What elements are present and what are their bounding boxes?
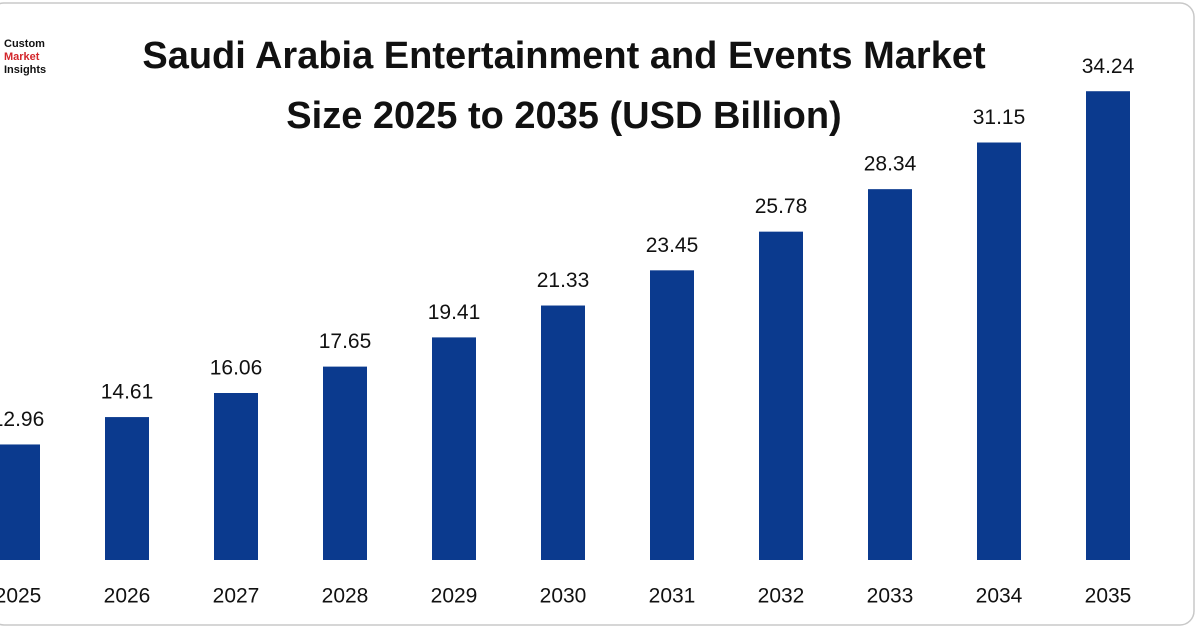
logo-text: Insights: [4, 64, 46, 76]
x-tick-label: 2031: [649, 585, 696, 608]
data-label: 19.41: [428, 301, 481, 324]
data-label: 23.45: [646, 234, 699, 257]
bar: [0, 444, 40, 560]
data-label: 17.65: [319, 330, 372, 353]
x-tick-label: 2028: [322, 585, 369, 608]
x-tick-label: 2033: [867, 585, 914, 608]
data-label: 14.61: [101, 381, 154, 404]
x-tick-label: 2034: [976, 585, 1023, 608]
logo-text: Custom: [4, 38, 45, 50]
bar: [214, 393, 258, 560]
x-tick-label: 2030: [540, 585, 587, 608]
bar: [105, 417, 149, 560]
bar: [650, 270, 694, 560]
x-tick-label: 2029: [431, 585, 478, 608]
x-tick-label: 2035: [1085, 585, 1132, 608]
chart-title: Size 2025 to 2035 (USD Billion): [286, 95, 841, 137]
data-label: 28.34: [864, 153, 917, 176]
data-label: 12.96: [0, 408, 44, 431]
bar: [977, 142, 1021, 560]
bar: [541, 305, 585, 560]
data-label: 16.06: [210, 357, 263, 380]
bar: [868, 189, 912, 560]
data-label: 25.78: [755, 195, 808, 218]
x-tick-label: 2026: [104, 585, 151, 608]
bar: [759, 231, 803, 561]
data-label: 21.33: [537, 269, 590, 292]
data-label: 34.24: [1082, 55, 1135, 78]
x-tick-label: 2032: [758, 585, 805, 608]
bar: [432, 337, 476, 560]
x-tick-label: 2025: [0, 585, 41, 608]
logo-text: Market: [4, 51, 40, 63]
bar: [1086, 91, 1130, 560]
chart-title: Saudi Arabia Entertainment and Events Ma…: [142, 35, 986, 77]
x-tick-label: 2027: [213, 585, 260, 608]
data-label: 31.15: [973, 106, 1026, 129]
bar: [323, 366, 367, 560]
